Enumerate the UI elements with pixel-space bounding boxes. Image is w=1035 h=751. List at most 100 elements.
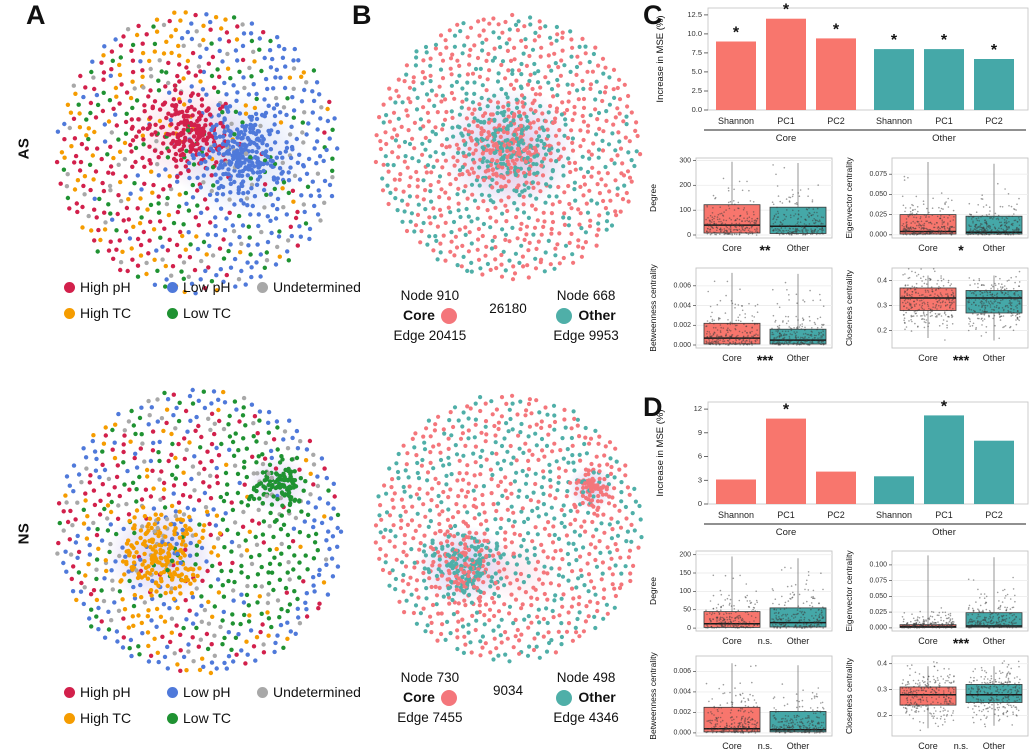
significance: ***	[953, 635, 970, 651]
jitter-points	[705, 664, 759, 734]
undetermined-dot	[257, 281, 268, 293]
jitter-points	[771, 566, 825, 629]
core-legend: Core	[374, 688, 486, 707]
core-edge-count: Edge 7455	[397, 710, 463, 725]
other-dot	[556, 307, 573, 324]
network-plot-as	[54, 10, 340, 296]
bar	[816, 471, 856, 504]
svg-text:100: 100	[679, 207, 691, 214]
significance: *	[733, 25, 740, 42]
jitter-points	[967, 660, 1021, 728]
other-node-count: Node 498	[556, 670, 616, 685]
legend-label: Undetermined	[273, 684, 361, 700]
svg-text:0.0: 0.0	[692, 105, 702, 114]
core-label: Core	[402, 307, 435, 323]
legend-label: High TC	[80, 710, 132, 726]
low-tc-dot	[167, 712, 178, 724]
bar	[816, 38, 856, 110]
svg-text:Degree: Degree	[648, 184, 658, 212]
jitter-points	[901, 661, 955, 732]
other-stats: Node 498 Other Edge 4346	[530, 668, 642, 727]
group-label: Core	[776, 527, 797, 538]
group-label: Other	[983, 741, 1006, 751]
legend-as: High pH Low pH Undetermined High TC Low …	[64, 279, 361, 321]
significance: *	[991, 42, 998, 59]
network-dots	[55, 387, 344, 676]
significance: *	[783, 402, 790, 419]
significance: *	[941, 32, 948, 49]
significance: *	[891, 32, 898, 49]
group-label: Core	[918, 636, 938, 646]
legend-item-undetermined: Undetermined	[257, 684, 361, 700]
other-node-count: Node 668	[556, 288, 616, 303]
legend-label: Low TC	[183, 305, 231, 321]
core-node-count: Node 910	[400, 288, 460, 303]
b-bottom-stats: Node 730 Core Edge 7455 9034 Node 498 Ot…	[374, 668, 642, 727]
legend-item-high-tc: High TC	[64, 305, 167, 321]
group-label: Core	[918, 741, 938, 751]
high-tc-dot	[64, 712, 75, 724]
legend-label: High pH	[80, 279, 131, 295]
jitter-points	[967, 270, 1021, 340]
other-edge-count: Edge 4346	[553, 710, 619, 725]
group-label: Other	[787, 741, 810, 751]
group-label: Other	[983, 353, 1006, 363]
network-plot-ns	[55, 387, 344, 676]
shared-edge-count: 26180	[489, 301, 527, 316]
significance: n.s.	[954, 741, 969, 751]
group-label: Other	[787, 636, 810, 646]
high-tc-dot	[64, 307, 75, 319]
svg-text:PC1: PC1	[777, 116, 795, 126]
svg-text:2.5: 2.5	[692, 86, 702, 95]
svg-text:PC2: PC2	[985, 116, 1003, 126]
group-label: Core	[776, 133, 797, 144]
box	[769, 711, 827, 733]
svg-text:Shannon: Shannon	[718, 116, 754, 126]
low-tc-dot	[167, 307, 178, 319]
bar	[924, 49, 964, 110]
significance: **	[760, 242, 771, 258]
core-label: Core	[402, 689, 435, 705]
other-dot	[556, 689, 573, 706]
group-label: Other	[983, 636, 1006, 646]
group-label: Other	[932, 133, 956, 144]
legend-item-high-tc: High TC	[64, 710, 167, 726]
bar	[874, 49, 914, 110]
svg-text:200: 200	[679, 182, 691, 189]
svg-text:PC1: PC1	[935, 116, 953, 126]
row-label-ns: NS	[15, 522, 33, 545]
network-plot-b-bottom	[373, 393, 644, 664]
legend-item-low-ph: Low pH	[167, 279, 257, 295]
significance: *	[958, 242, 964, 258]
jitter-points	[967, 182, 1021, 236]
row-label-ns-wrap: NS	[6, 522, 42, 545]
other-legend: Other	[530, 306, 642, 325]
bar	[716, 479, 756, 504]
row-label-as-wrap: AS	[6, 138, 42, 160]
group-label: Other	[932, 527, 956, 538]
core-edge-count: Edge 20415	[393, 328, 467, 343]
significance: *	[833, 21, 840, 38]
legend-item-low-ph: Low pH	[167, 684, 257, 700]
svg-text:7.5: 7.5	[692, 48, 702, 57]
significance: ***	[953, 352, 970, 368]
significance: n.s.	[758, 741, 773, 751]
shared-edge-count: 9034	[492, 683, 524, 698]
undetermined-dot	[257, 686, 268, 698]
group-label: Other	[787, 353, 810, 363]
other-label: Other	[578, 307, 616, 323]
bar	[766, 418, 806, 504]
svg-text:5.0: 5.0	[692, 67, 702, 76]
jitter-points	[705, 574, 759, 629]
legend-label: Undetermined	[273, 279, 361, 295]
svg-text:10.0: 10.0	[687, 29, 702, 38]
svg-text:0: 0	[687, 232, 691, 239]
other-stats: Node 668 Other Edge 9953	[530, 286, 642, 345]
group-label: Other	[983, 243, 1006, 253]
svg-text:PC2: PC2	[827, 116, 845, 126]
group-label: Core	[722, 243, 742, 253]
